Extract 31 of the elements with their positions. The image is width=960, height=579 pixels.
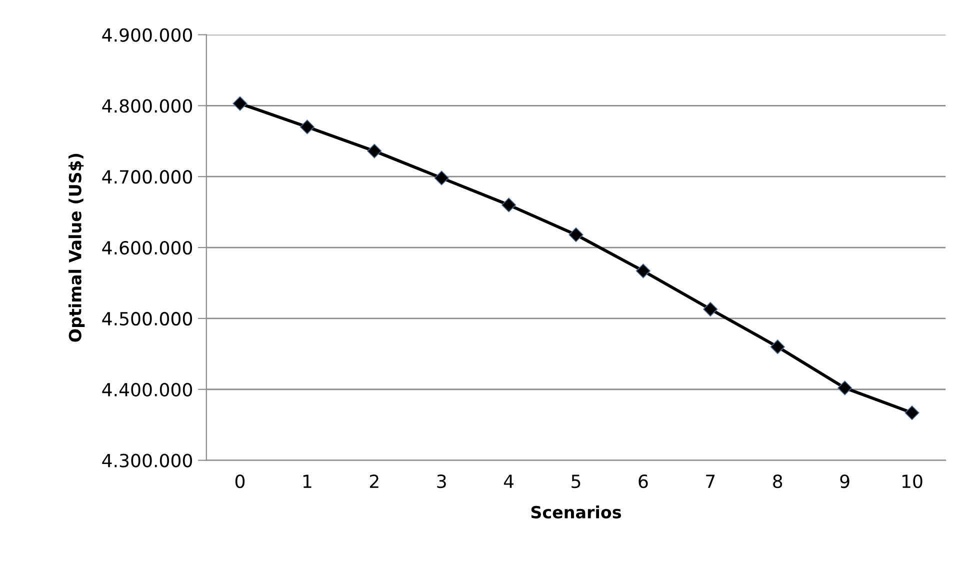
x-tick-label: 8 <box>773 474 782 488</box>
x-tick-label: 0 <box>235 474 245 488</box>
point <box>232 96 248 111</box>
x-tick-label: 2 <box>370 474 378 488</box>
y-tick-label: 4.600.000 <box>102 240 192 255</box>
x-tick-label: 3 <box>437 474 446 488</box>
y-tick-label: 4.400.000 <box>102 382 192 396</box>
y-axis-title: Optimal Value (US$) <box>68 154 85 342</box>
x-tick-label: 10 <box>902 474 922 488</box>
point <box>703 302 718 317</box>
y-tick-label: 4.700.000 <box>102 170 192 184</box>
x-tick-label: 5 <box>572 474 580 488</box>
x-tick-label: 7 <box>706 474 715 488</box>
point <box>367 144 382 158</box>
y-tick-label: 4.300.000 <box>102 454 192 468</box>
point <box>838 380 852 396</box>
point <box>904 405 920 420</box>
x-tick-label: 9 <box>840 474 850 488</box>
point <box>434 170 449 186</box>
point <box>300 120 314 134</box>
y-tick-label: 4.800.000 <box>102 99 192 113</box>
y-tick-label: 4.900.000 <box>102 28 192 42</box>
x-tick-label: 6 <box>638 474 648 488</box>
point <box>502 198 516 212</box>
x-tick-label: 4 <box>504 474 514 488</box>
x-axis-title: Scenarios <box>531 506 622 518</box>
point <box>636 264 650 278</box>
point <box>568 227 584 242</box>
y-tick-label: 4.500.000 <box>102 312 192 326</box>
point <box>770 340 785 354</box>
x-tick-label: 1 <box>303 474 312 488</box>
